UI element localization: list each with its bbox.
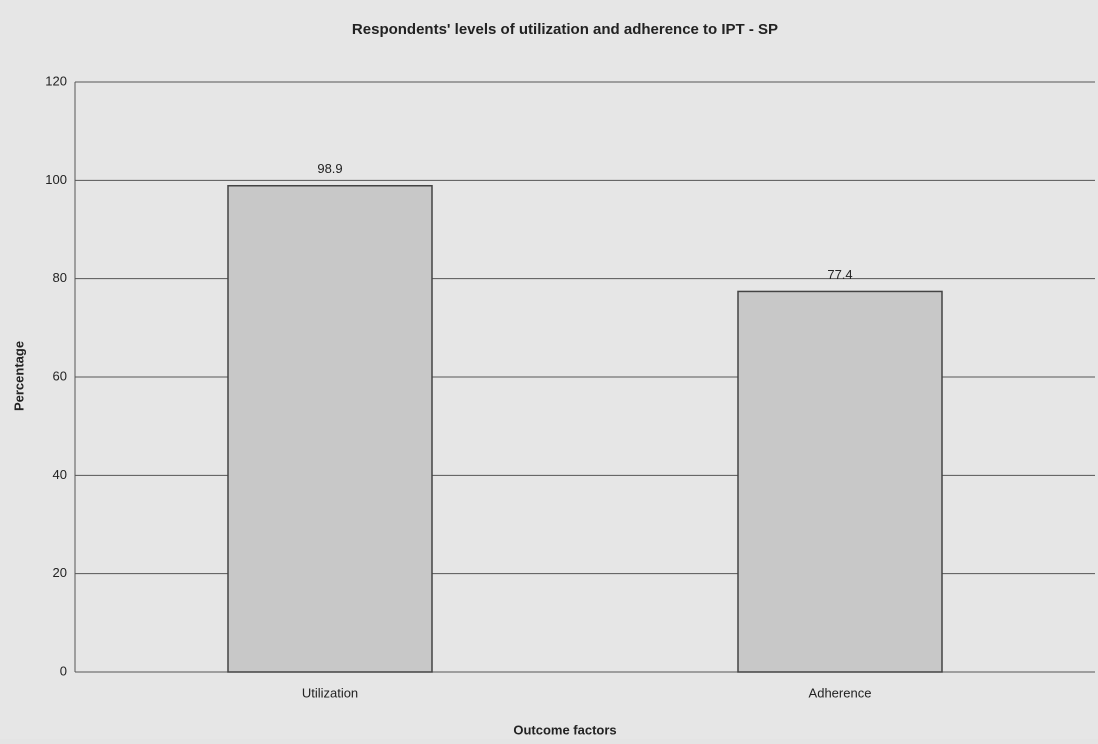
x-tick-label: Adherence	[809, 685, 872, 700]
y-tick-label: 100	[45, 172, 67, 187]
bar	[737, 290, 943, 673]
data-label: 98.9	[317, 161, 342, 176]
y-tick-label: 40	[53, 467, 67, 482]
bar	[227, 184, 433, 673]
y-tick-label: 0	[60, 663, 67, 678]
chart-title: Respondents' levels of utilization and a…	[352, 21, 778, 38]
y-tick-label: 60	[53, 368, 67, 383]
y-tick-label: 80	[53, 270, 67, 285]
y-tick-label: 120	[45, 73, 67, 88]
x-axis-label: Outcome factors	[513, 722, 616, 737]
y-tick-label: 20	[53, 565, 67, 580]
y-axis-label: Percentage	[11, 341, 26, 411]
data-label: 77.4	[827, 267, 852, 282]
x-tick-label: Utilization	[302, 685, 358, 700]
